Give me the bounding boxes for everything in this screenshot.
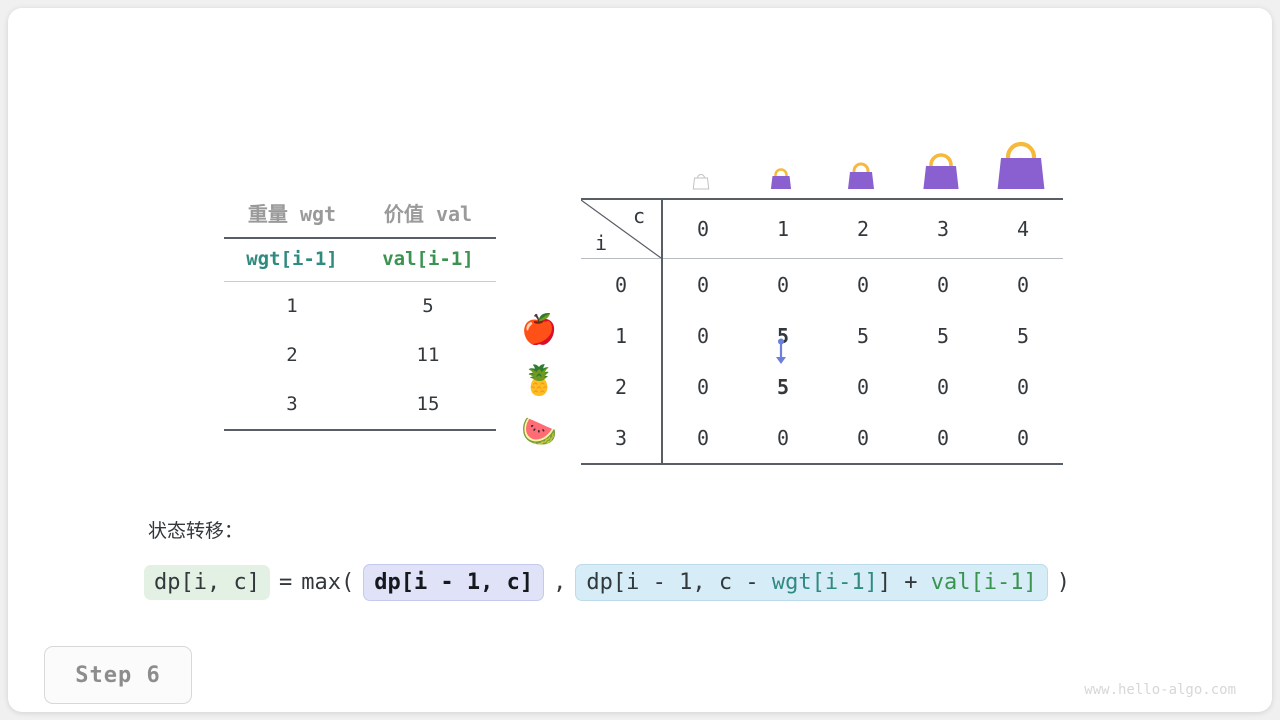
pineapple-icon: 🍍 — [520, 363, 558, 397]
dp-grid: i c 0 1 2 3 4 0 0 0 0 0 0 1 0 — [581, 198, 1063, 465]
item-value-3: 15 — [416, 393, 440, 415]
item-weight-1: 1 — [286, 295, 298, 317]
row-label-0: 0 — [581, 258, 663, 310]
capacity-header-3: 3 — [903, 198, 983, 259]
axis-label-i: i — [595, 231, 608, 255]
dp-cell-3-1: 0 — [743, 412, 823, 465]
items-table: 重量 wgt 价值 val wgt[i-1] val[i-1] 1 5 2 11… — [224, 198, 496, 431]
dp-cell-1-3: 5 — [936, 323, 950, 348]
formula-lhs: dp[i, c] — [144, 565, 270, 600]
capacity-header-1: 1 — [743, 198, 823, 259]
dp-cell-1-1: 5 — [776, 323, 790, 348]
bag-icon-4 — [994, 138, 1048, 194]
table-row: 3 0 0 0 0 0 — [581, 412, 1063, 465]
fruit-icon-column: 🍎 🍍 🍉 — [516, 304, 562, 457]
dp-cell-0-4: 0 — [983, 258, 1063, 310]
row-label-3: 3 — [581, 412, 663, 465]
table-row: 2 0 5 0 0 0 — [581, 361, 1063, 412]
axis-label-c: c — [632, 204, 645, 228]
apple-icon: 🍎 — [520, 312, 558, 346]
dp-cell-1-4: 5 — [1016, 323, 1030, 348]
watermark: www.hello-algo.com — [1084, 682, 1236, 698]
formula-term-take-val: val[i-1] — [930, 570, 1037, 595]
slide-card: 重量 wgt 价值 val wgt[i-1] val[i-1] 1 5 2 11… — [8, 8, 1272, 712]
table-row: 2 11 — [224, 331, 496, 380]
bag-icon-1 — [768, 166, 794, 194]
dp-table: i c 0 1 2 3 4 0 0 0 0 0 0 1 0 — [581, 141, 1063, 465]
table-row: 1 0 5 5 5 5 — [581, 310, 1063, 361]
dp-cell-2-1: 5 — [776, 374, 790, 399]
axis-corner-cell: i c — [581, 198, 663, 259]
dp-cell-3-2: 0 — [823, 412, 903, 465]
row-label-2: 2 — [581, 361, 663, 412]
formula-term-take-wgt: wgt[i-1] — [771, 570, 878, 595]
formula-term-skip: dp[i - 1, c] — [363, 564, 545, 601]
table-row: 3 15 — [224, 380, 496, 429]
dp-cell-2-4: 0 — [1016, 374, 1030, 399]
capacity-header-2: 2 — [823, 198, 903, 259]
dp-cell-3-0: 0 — [662, 412, 743, 465]
row-label-1: 1 — [581, 310, 663, 361]
item-weight-2: 2 — [286, 344, 298, 366]
formula-max-open: max( — [301, 570, 355, 595]
items-subheader-divider — [224, 281, 496, 282]
items-header-weight: 重量 wgt — [247, 202, 337, 226]
dp-cell-2-3: 0 — [936, 374, 950, 399]
step-badge: Step 6 — [44, 646, 192, 704]
item-value-1: 5 — [422, 295, 434, 317]
dp-cell-1-0: 0 — [696, 323, 710, 348]
dp-cell-2-2: 0 — [856, 374, 870, 399]
table-row: 1 5 — [224, 282, 496, 331]
bag-icon-2 — [845, 160, 877, 194]
items-subheader-row: wgt[i-1] val[i-1] — [224, 239, 496, 281]
formula-term-take: dp[i - 1, c - wgt[i-1]] + val[i-1] — [575, 564, 1048, 601]
transition-formula: dp[i, c] = max( dp[i - 1, c] , dp[i - 1,… — [144, 564, 1070, 601]
items-header-divider — [224, 237, 496, 239]
item-value-2: 11 — [416, 344, 440, 366]
items-header-row: 重量 wgt 价值 val — [224, 198, 496, 237]
formula-term-take-mid: ] + — [877, 570, 931, 595]
watermelon-icon: 🍉 — [520, 414, 558, 448]
formula-close-paren: ) — [1056, 570, 1071, 595]
bag-icon-3 — [920, 150, 962, 194]
formula-equals: = — [278, 570, 293, 595]
items-subheader-wgt: wgt[i-1] — [246, 248, 338, 270]
formula-comma: , — [553, 570, 567, 595]
capacity-header-4: 4 — [983, 198, 1063, 259]
item-weight-3: 3 — [286, 393, 298, 415]
dp-cell-0-3: 0 — [903, 258, 983, 310]
dp-cell-0-2: 0 — [823, 258, 903, 310]
transition-label: 状态转移： — [148, 520, 244, 542]
items-subheader-val: val[i-1] — [382, 248, 474, 270]
bag-icon-row — [581, 136, 1062, 194]
bag-icon-0 — [691, 172, 711, 194]
formula-term-take-pre: dp[i - 1, c - — [586, 570, 772, 595]
dp-cell-3-3: 0 — [903, 412, 983, 465]
items-bottom-divider — [224, 429, 496, 431]
dp-header-row: i c 0 1 2 3 4 — [581, 198, 1063, 259]
items-header-value: 价值 val — [383, 202, 473, 226]
table-row: 0 0 0 0 0 0 — [581, 258, 1063, 310]
dp-cell-1-2: 5 — [856, 323, 870, 348]
dp-cell-2-0: 0 — [696, 374, 710, 399]
capacity-header-0: 0 — [662, 198, 743, 259]
dp-cell-0-0: 0 — [662, 258, 743, 310]
dp-cell-0-1: 0 — [743, 258, 823, 310]
dp-cell-3-4: 0 — [983, 412, 1063, 465]
